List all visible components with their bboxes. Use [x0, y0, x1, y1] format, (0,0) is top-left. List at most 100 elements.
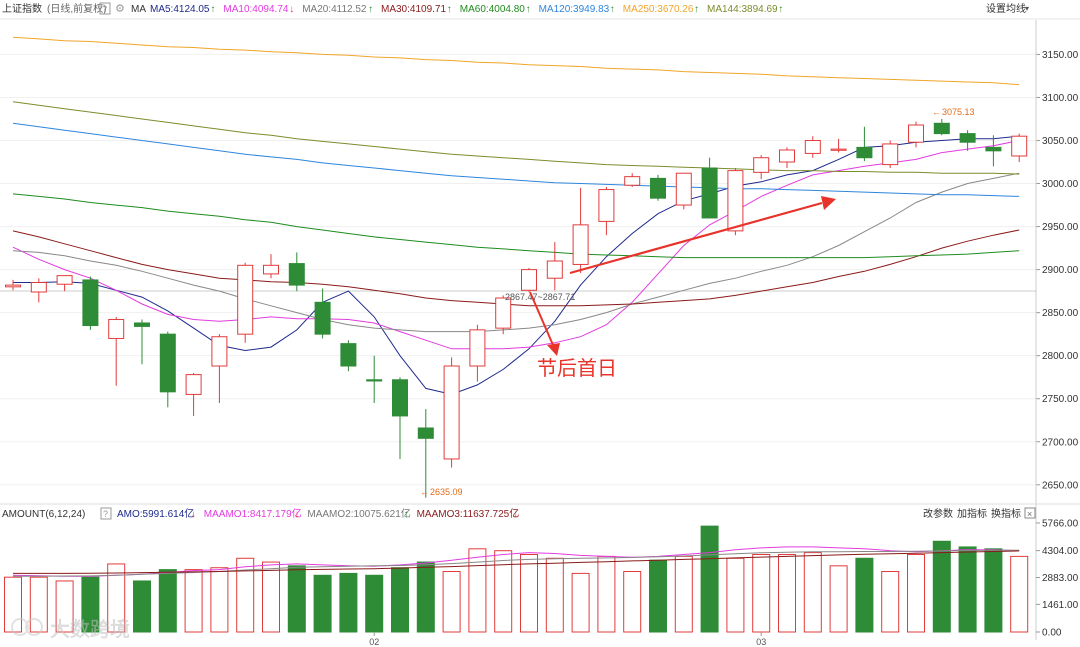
annotations: ← 3075.13 ← 2635.09 2867.47~2867.71 节后首日 — [420, 107, 975, 497]
candle — [237, 262, 254, 343]
volume-bar — [855, 557, 874, 633]
switch-indicator-button[interactable]: 换指标 — [991, 507, 1021, 520]
settings-button[interactable]: 设置均线 — [986, 2, 1026, 15]
candle — [908, 121, 924, 148]
candle — [5, 279, 21, 291]
candle — [959, 130, 976, 151]
volume-bar — [545, 557, 564, 633]
ma-trend-arrow: ↑ — [210, 4, 215, 15]
chevron-down-icon[interactable]: ▾ — [1025, 4, 1029, 13]
close-icon: × — [1027, 509, 1032, 519]
candle-body — [340, 343, 357, 367]
candle — [830, 138, 847, 153]
price-tick-label: 2850.00 — [1042, 308, 1079, 319]
x-axis: 02 03 — [369, 632, 766, 647]
ma-line-ma20 — [12, 172, 1020, 333]
candle-body — [392, 379, 408, 417]
help-icon[interactable] — [99, 2, 111, 15]
candle-body — [263, 264, 279, 275]
candle — [546, 242, 563, 291]
ma-prefix: MA — [131, 4, 146, 15]
ma-legend-item: MA120:3949.83 — [539, 4, 610, 15]
ma-trend-arrow: ↑ — [368, 4, 373, 15]
close-panel-button[interactable] — [1024, 507, 1036, 519]
volume-bar — [520, 553, 538, 633]
candle-body — [30, 282, 47, 293]
ma-legend-item: MA20:4112.52 — [302, 4, 367, 15]
ma-lines — [12, 36, 1020, 395]
price-header: 上证指数 (日线,前复权) ? ⚙ MA MA5:4124.05 ↑ MA10:40… — [2, 2, 1029, 15]
arrow-head-down — [547, 343, 560, 356]
volume-bar — [442, 571, 461, 633]
candle-body — [1011, 135, 1028, 157]
arrow-head-up — [821, 196, 836, 210]
candle — [985, 135, 1002, 167]
candle-body — [521, 269, 537, 291]
candle — [469, 324, 486, 382]
candle — [340, 340, 357, 372]
volume-axis: 0.00 1461.00 2883.00 4304.00 5766.00 — [1036, 519, 1079, 639]
candle-body — [546, 260, 563, 279]
mode-label: (日线,前复权) — [47, 2, 106, 15]
volume-bar — [623, 571, 642, 633]
candle — [392, 377, 408, 459]
volume-bar — [571, 572, 590, 633]
volume-bar — [881, 571, 900, 633]
watermark-text: 大数跨境 — [50, 618, 130, 641]
candle-body — [650, 177, 666, 199]
volume-bar — [236, 557, 255, 633]
volume-bar — [55, 580, 74, 633]
volume-bar — [81, 576, 100, 633]
volume-bar — [365, 574, 384, 633]
gear-icon[interactable]: ⚙ — [115, 3, 125, 15]
candle — [779, 147, 795, 169]
candle-body — [82, 279, 99, 327]
candle-body — [366, 379, 383, 382]
volume-trend-arrow: ↓ — [294, 509, 299, 520]
change-params-button[interactable]: 改参数 — [923, 507, 953, 520]
ma-trend-arrow: ↑ — [447, 4, 452, 15]
candle — [598, 186, 615, 236]
index-name: 上证指数 — [2, 2, 42, 15]
candle-body — [959, 133, 976, 143]
candle-body — [288, 263, 305, 286]
watermark-logo-2 — [25, 618, 43, 636]
volume-trend-arrow: ↓ — [513, 509, 518, 520]
volume-tick-label: 4304.00 — [1042, 546, 1079, 557]
candle-body — [134, 322, 150, 327]
candle — [211, 334, 228, 404]
ma-legend-item: MA5:4124.05 — [150, 4, 210, 15]
candle-body — [443, 365, 460, 460]
volume-bar — [778, 553, 796, 633]
price-tick-label: 2800.00 — [1042, 351, 1079, 362]
candle-body — [753, 157, 770, 173]
add-indicator-button[interactable]: 加指标 — [957, 507, 987, 520]
volume-help-icon[interactable] — [100, 507, 112, 520]
volume-legend-item: MAAMO3:11637.725亿 — [417, 507, 520, 520]
ma-trend-arrow: ↑ — [694, 4, 699, 15]
candle-body — [108, 319, 125, 339]
volume-bar — [803, 552, 822, 633]
volume-bar — [339, 572, 358, 633]
ma-legend-item: MA144:3894.69 — [707, 4, 778, 15]
watermark: 大数跨境 — [11, 618, 130, 641]
volume-tick-label: 5766.00 — [1042, 519, 1079, 530]
candle-body — [598, 189, 615, 222]
volume-bar — [468, 548, 487, 633]
volume-bar — [958, 546, 977, 633]
candle — [56, 275, 73, 292]
candle-body — [933, 122, 950, 135]
candle — [495, 295, 512, 335]
volume-bar — [700, 525, 719, 633]
candle — [82, 276, 99, 330]
candle — [753, 155, 770, 180]
candle — [314, 288, 331, 339]
candle — [675, 172, 692, 210]
ma-line-ma250 — [12, 36, 1020, 86]
price-tick-label: 3100.00 — [1042, 93, 1079, 104]
candle — [882, 140, 899, 169]
volume-bar — [313, 574, 332, 633]
volume-legend-item: AMO:5991.614亿 — [117, 507, 194, 520]
price-tick-label: 2650.00 — [1042, 480, 1079, 491]
